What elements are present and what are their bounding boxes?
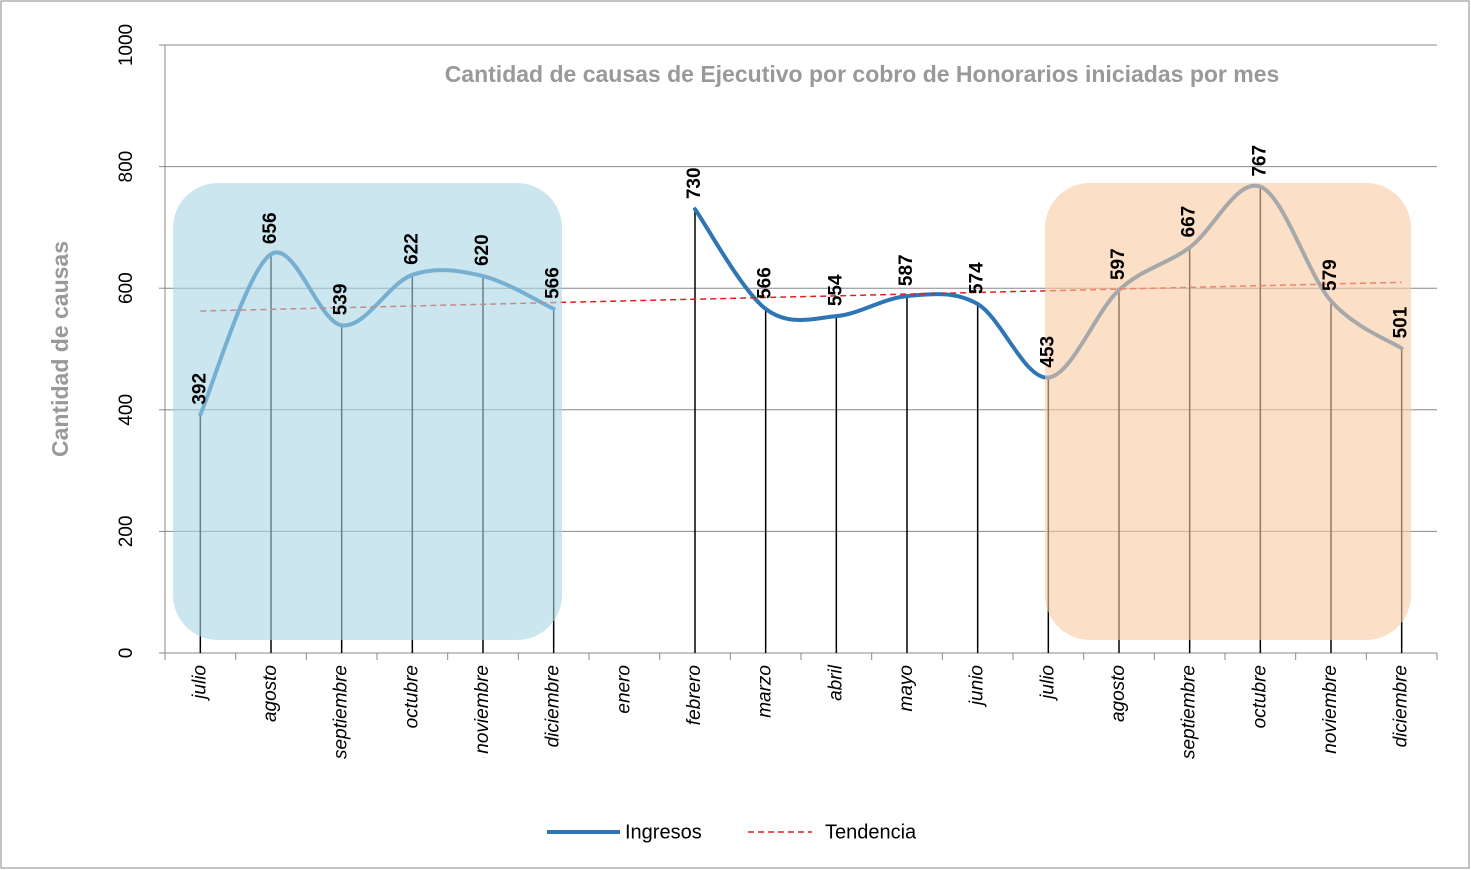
legend-label: Tendencia [825,821,917,843]
data-label: 574 [967,262,988,294]
x-tick-label: octubre [1249,665,1270,728]
data-label: 453 [1037,336,1058,368]
y-tick-label: 400 [116,394,137,426]
x-tick-label: marzo [755,665,776,718]
x-tick-label: enero [613,665,634,714]
x-tick-label: agosto [260,665,281,722]
chart-title: Cantidad de causas de Ejecutivo por cobr… [445,61,1280,87]
x-tick-label: febrero [684,665,705,725]
x-tick-label: junio [967,665,988,708]
data-label: 501 [1391,306,1412,338]
data-label: 667 [1179,206,1200,238]
y-tick-label: 600 [116,272,137,304]
y-tick-label: 0 [116,648,137,659]
highlight-orange [1045,183,1411,640]
data-label: 539 [331,284,352,316]
x-tick-label: mayo [896,665,917,711]
data-label: 566 [543,267,564,299]
x-tick-label: julio [189,665,210,702]
y-axis-title: Cantidad de causas [47,241,73,457]
data-label: 767 [1249,145,1270,177]
data-label: 566 [755,267,776,299]
data-label: 656 [260,212,281,244]
x-tick-label: agosto [1108,665,1129,722]
data-label: 622 [401,233,422,265]
x-tick-label: julio [1037,665,1058,702]
x-tick-label: septiembre [331,665,352,759]
legend-label: Ingresos [625,821,702,843]
y-tick-label: 800 [116,151,137,183]
data-label: 597 [1108,248,1129,280]
y-tick-label: 200 [116,516,137,548]
x-tick-label: noviembre [472,665,493,754]
x-tick-label: septiembre [1179,665,1200,759]
x-tick-label: diciembre [1391,665,1412,747]
y-tick-label: 1000 [116,24,137,66]
data-label: 587 [896,254,917,286]
data-label: 392 [189,373,210,405]
data-label: 730 [684,167,705,199]
labels: 0 200 400 600 800 1000 julio agosto septiembre oc… [116,24,1412,759]
x-tick-label: noviembre [1320,665,1341,754]
x-tick-label: octubre [401,665,422,728]
highlight-blue [173,183,562,640]
x-tick-label: abril [825,664,846,701]
data-label: 554 [825,274,846,306]
data-label: 579 [1320,259,1341,291]
data-label: 620 [472,234,493,266]
x-tick-label: diciembre [543,665,564,747]
